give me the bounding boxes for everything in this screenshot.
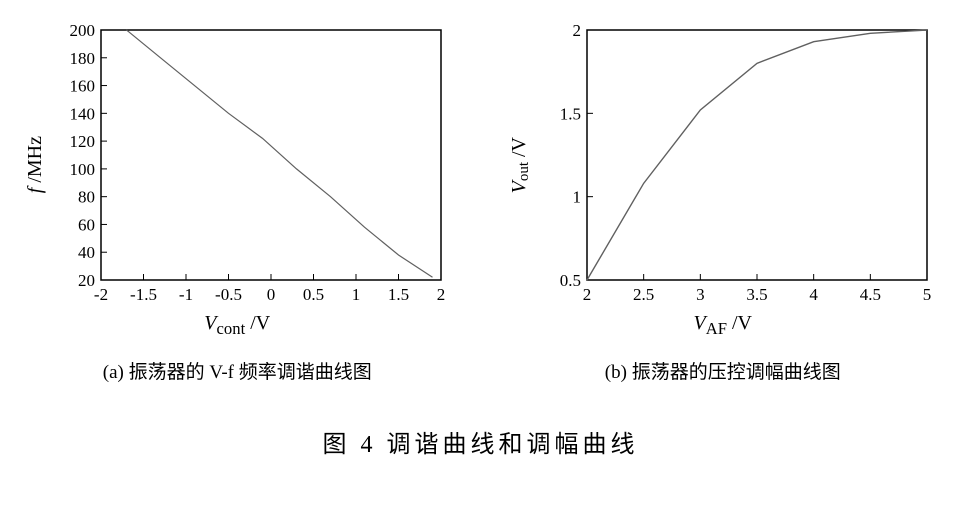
svg-text:0.5: 0.5 xyxy=(303,285,324,304)
panel-a-xlabel-sub: cont xyxy=(217,319,246,338)
panel-a-xlabel-var: V xyxy=(204,312,216,334)
svg-text:2: 2 xyxy=(573,21,582,40)
panel-b-xlabel-var: V xyxy=(693,312,705,334)
panel-b-ylabel-unit: /V xyxy=(508,137,530,162)
svg-text:2.5: 2.5 xyxy=(633,285,654,304)
svg-text:1: 1 xyxy=(573,188,582,207)
svg-text:40: 40 xyxy=(78,243,95,262)
figure-caption-text: 图 4 调谐曲线和调幅曲线 xyxy=(323,432,639,458)
panel-a-svg: -2 -1.5 -1 -0.5 0 0.5 1 1.5 2 20 40 60 80 100 120 140 16… xyxy=(51,20,451,310)
svg-text:1: 1 xyxy=(352,285,361,304)
svg-text:-1.5: -1.5 xyxy=(130,285,157,304)
panel-b-svg: 2 2.5 3 3.5 4 4.5 5 0.5 1 1.5 2 xyxy=(537,20,937,310)
svg-text:2: 2 xyxy=(583,285,592,304)
svg-text:120: 120 xyxy=(69,132,95,151)
svg-text:4: 4 xyxy=(810,285,819,304)
svg-text:-0.5: -0.5 xyxy=(215,285,242,304)
svg-text:0: 0 xyxy=(267,285,276,304)
panel-b: Vout /V 22.533.544.550.511.52 VAF /V (b)… xyxy=(508,20,937,384)
svg-text:180: 180 xyxy=(69,49,95,68)
svg-text:160: 160 xyxy=(69,77,95,96)
svg-text:-1: -1 xyxy=(179,285,193,304)
figure-caption: 图 4 调谐曲线和调幅曲线 xyxy=(10,424,951,459)
svg-text:3: 3 xyxy=(696,285,705,304)
panel-a: f /MHz -2 -1.5 -1 -0.5 0 0.5 1 1.5 2 20 40 60 80 100 1… xyxy=(24,20,451,384)
panel-a-chartwrap: f /MHz -2 -1.5 -1 -0.5 0 0.5 1 1.5 2 20 40 60 80 100 1… xyxy=(24,20,451,310)
svg-text:100: 100 xyxy=(69,160,95,179)
svg-text:140: 140 xyxy=(69,104,95,123)
panel-a-ylabel-var: f xyxy=(24,183,46,194)
svg-text:1.5: 1.5 xyxy=(560,104,581,123)
panel-b-sublabel-text: (b) 振荡器的压控调幅曲线图 xyxy=(605,362,841,383)
svg-text:4.5: 4.5 xyxy=(860,285,881,304)
panel-a-sublabel: (a) 振荡器的 V-f 频率调谐曲线图 xyxy=(103,357,372,384)
panel-b-chartwrap: Vout /V 2 2.5 3 3.5 4 4.5 5 0.5 1 1.5 2 xyxy=(508,20,937,310)
panel-b-sublabel: (b) 振荡器的压控调幅曲线图 xyxy=(605,357,841,384)
panel-a-xlabel-unit: /V xyxy=(245,312,270,334)
panel-a-ylabel: f /MHz xyxy=(24,136,47,193)
panel-b-ylabel-sub: out xyxy=(516,162,532,181)
panel-b-xlabel-unit: /V xyxy=(727,312,752,334)
panel-b-xlabel-sub: AF xyxy=(706,319,727,338)
panel-a-sublabel-text: (a) 振荡器的 V-f 频率调谐曲线图 xyxy=(103,362,372,383)
svg-text:3.5: 3.5 xyxy=(747,285,768,304)
panel-a-xlabel: Vcont /V xyxy=(204,312,270,339)
svg-text:2: 2 xyxy=(437,285,446,304)
figure-row: f /MHz -2 -1.5 -1 -0.5 0 0.5 1 1.5 2 20 40 60 80 100 1… xyxy=(10,20,951,384)
panel-b-ylabel: Vout /V xyxy=(508,137,533,193)
svg-text:0.5: 0.5 xyxy=(560,271,581,290)
svg-text:20: 20 xyxy=(78,271,95,290)
svg-text:5: 5 xyxy=(923,285,932,304)
svg-text:80: 80 xyxy=(78,188,95,207)
panel-b-ylabel-var: V xyxy=(508,181,530,193)
panel-b-xlabel: VAF /V xyxy=(693,312,752,339)
svg-text:1.5: 1.5 xyxy=(388,285,409,304)
svg-text:-2: -2 xyxy=(94,285,108,304)
panel-a-ylabel-unit: /MHz xyxy=(24,136,46,183)
svg-text:60: 60 xyxy=(78,215,95,234)
svg-text:200: 200 xyxy=(69,21,95,40)
